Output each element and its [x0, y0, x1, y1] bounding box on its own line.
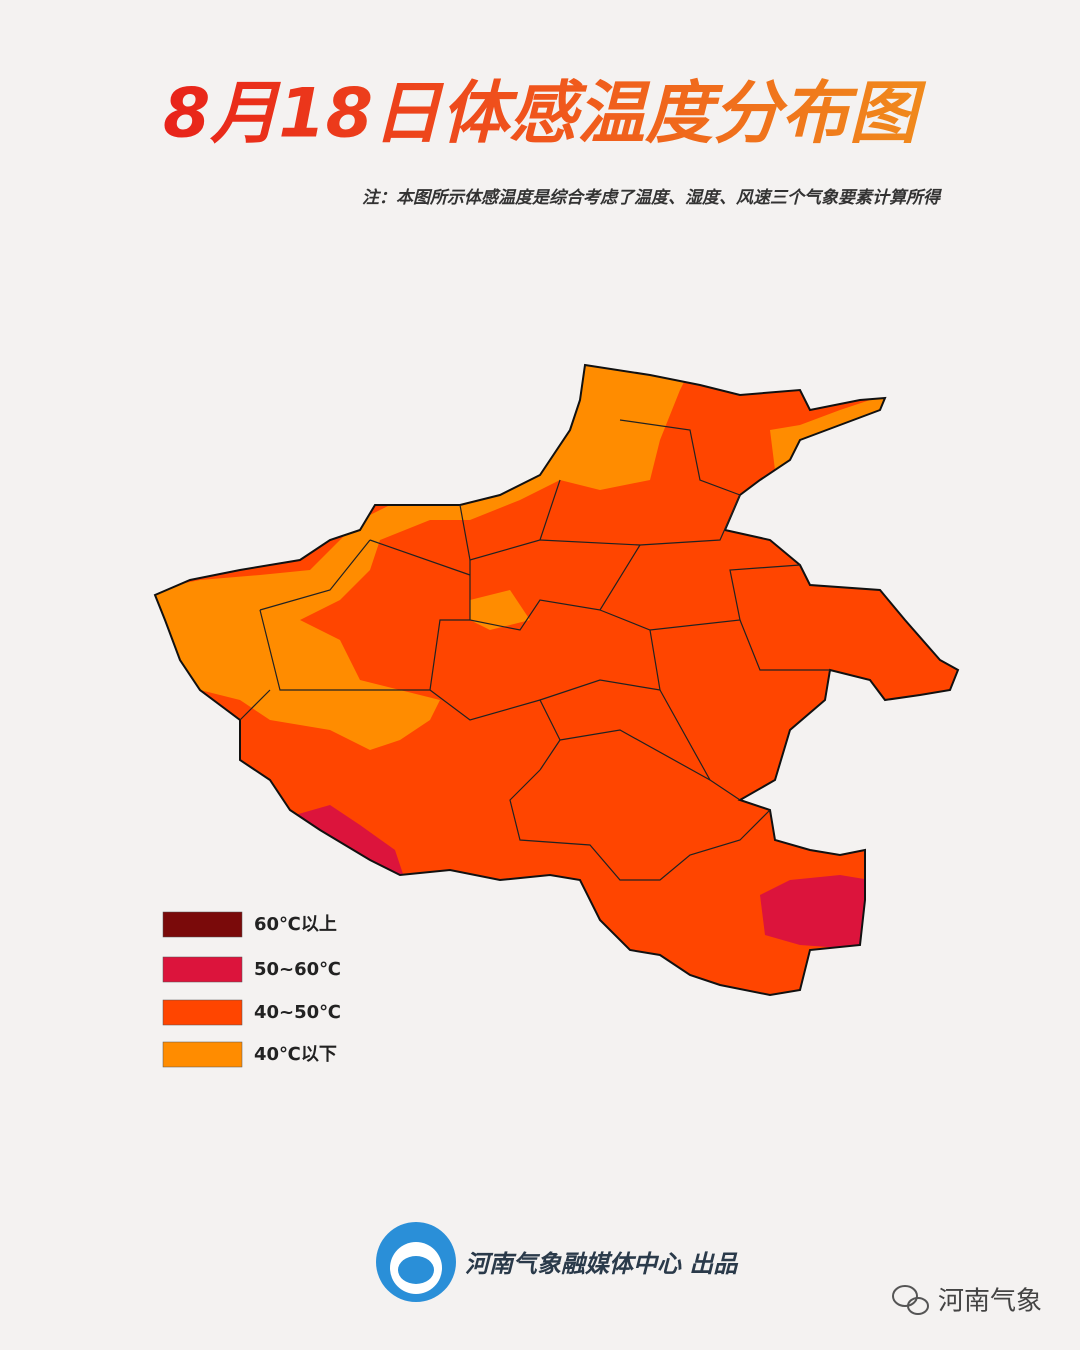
- zone-below-40: [155, 365, 700, 750]
- legend-label: 50~60℃: [254, 959, 341, 980]
- legend-swatch: [162, 999, 243, 1026]
- note: 注：本图所示体感温度是综合考虑了温度、湿度、风速三个气象要素计算所得: [362, 188, 942, 208]
- credit: 河南气象融媒体中心 出品: [465, 1250, 738, 1278]
- zone-50-60: [760, 875, 870, 950]
- legend-swatch: [162, 911, 243, 938]
- logo: [376, 1222, 456, 1302]
- map: [155, 365, 958, 995]
- legend-label: 40~50℃: [254, 1002, 341, 1023]
- legend: 60℃以上 50~60℃ 40~50℃ 40℃以下: [162, 911, 341, 1068]
- watermark: 河南气象: [938, 1287, 1042, 1317]
- legend-swatch: [162, 1041, 243, 1068]
- zone-below-40: [470, 590, 530, 630]
- city-borders: [239, 419, 830, 881]
- legend-label: 60℃以上: [254, 914, 337, 935]
- legend-label: 40℃以下: [254, 1044, 337, 1065]
- title: 8月18日体感温度分布图: [163, 75, 927, 154]
- wechat-icon: [892, 1285, 929, 1315]
- legend-swatch: [162, 956, 243, 983]
- zone-50-60: [295, 805, 405, 880]
